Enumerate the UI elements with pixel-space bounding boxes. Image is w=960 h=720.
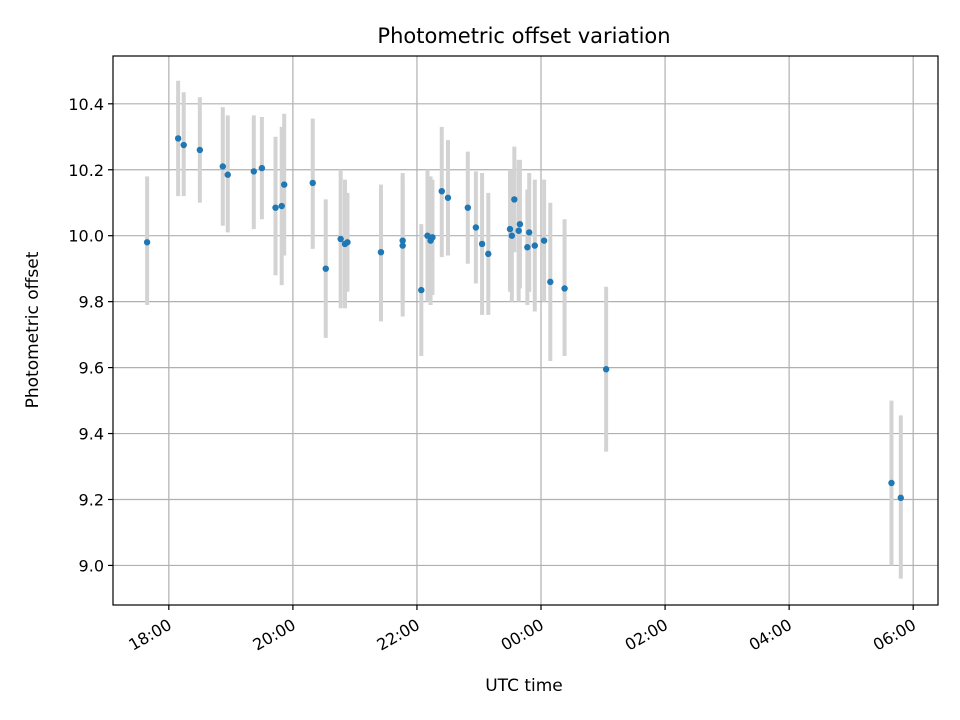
data-point [485, 250, 492, 258]
data-point [258, 164, 266, 172]
data-point [511, 196, 518, 203]
y-tick-label: 9.0 [79, 556, 104, 575]
data-point [219, 163, 226, 170]
chart-title: Photometric offset variation [377, 24, 670, 48]
data-point [429, 234, 436, 241]
y-axis-label: Photometric offset [23, 251, 43, 408]
data-point [322, 265, 329, 272]
data-point [531, 242, 539, 249]
data-point [438, 187, 445, 195]
plot-area-frame [112, 55, 939, 606]
data-point [897, 494, 904, 502]
y-tick-label: 10.4 [68, 95, 104, 114]
data-point [515, 227, 522, 234]
y-tick-label: 10.2 [68, 161, 104, 180]
data-point [180, 141, 187, 149]
data-point [464, 204, 472, 211]
data-point [224, 171, 231, 178]
data-points [143, 135, 904, 502]
data-point [888, 479, 895, 487]
data-point [540, 237, 548, 244]
data-point [444, 194, 452, 201]
data-point [143, 239, 151, 246]
data-point [424, 232, 431, 239]
x-axis-label: UTC time [485, 676, 563, 696]
data-point [250, 168, 258, 175]
data-point [174, 135, 182, 142]
data-point [478, 240, 486, 248]
data-point [272, 204, 279, 211]
data-point [196, 146, 204, 154]
data-point [561, 285, 568, 292]
y-tick-label: 9.8 [79, 293, 104, 312]
data-point [526, 229, 533, 236]
data-point [278, 202, 285, 210]
y-tick-label: 9.2 [79, 490, 104, 509]
y-tick-label: 9.4 [79, 425, 104, 444]
data-point [524, 244, 531, 251]
data-point [309, 179, 316, 187]
data-point [418, 286, 425, 294]
data-point [399, 237, 406, 244]
data-point [281, 181, 288, 188]
y-tick-label: 9.6 [79, 359, 104, 378]
data-point [337, 235, 344, 243]
data-point [344, 239, 351, 246]
data-point [602, 366, 610, 373]
data-point [547, 278, 554, 286]
data-point [516, 220, 524, 228]
data-point [377, 248, 385, 256]
data-point [506, 225, 514, 233]
data-point [472, 224, 480, 231]
y-tick-label: 10.0 [68, 227, 104, 246]
data-point [399, 242, 406, 249]
data-point [508, 232, 516, 239]
